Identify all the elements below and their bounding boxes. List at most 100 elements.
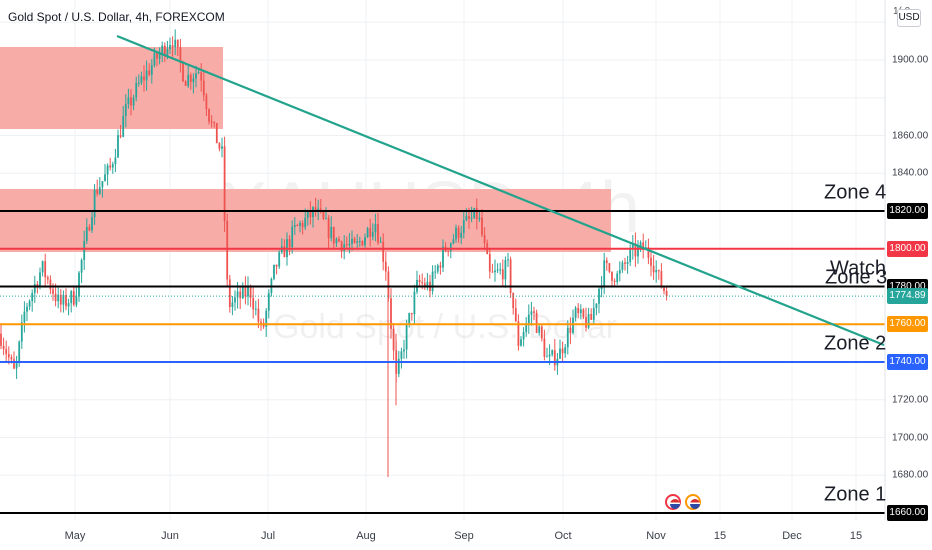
candle-body xyxy=(507,259,509,261)
candle-body xyxy=(478,217,481,220)
candle-body xyxy=(366,228,369,238)
candle-body xyxy=(452,239,455,244)
candle-body xyxy=(592,308,595,320)
candle-body xyxy=(247,287,249,297)
currency-button[interactable]: USD xyxy=(897,9,921,27)
candle-body xyxy=(10,357,13,360)
candle-body xyxy=(408,313,411,325)
candle-body xyxy=(80,259,83,273)
orange-level-price-badge: 1760.00 xyxy=(887,316,928,333)
candle-body xyxy=(72,291,75,305)
candle-body xyxy=(28,301,31,307)
candle-body xyxy=(543,338,546,357)
candle-body xyxy=(626,261,629,264)
zone-4-label[interactable]: Zone 4 xyxy=(824,181,887,204)
zone-4-price-badge: 1820.00 xyxy=(887,203,928,219)
candle-body xyxy=(197,72,200,74)
watermark-name: Gold Spot / U.S. Dollar xyxy=(273,308,617,346)
candle-body xyxy=(124,104,127,117)
candle-body xyxy=(332,226,335,244)
candle-body xyxy=(260,321,262,324)
candle-body xyxy=(62,294,65,305)
candle-body xyxy=(218,143,221,149)
candle-body xyxy=(631,243,634,250)
candle-body xyxy=(91,217,93,231)
candle-body xyxy=(293,225,296,227)
candle-body xyxy=(496,269,499,271)
candle-body xyxy=(288,239,291,248)
candle-body xyxy=(314,207,317,212)
candle-body xyxy=(301,223,304,228)
price-tick-label: 1680.00 xyxy=(892,469,929,481)
candle-body xyxy=(153,53,156,66)
candle-body xyxy=(600,286,603,290)
candle-body xyxy=(530,311,533,315)
candle-body xyxy=(397,358,400,374)
candle-body xyxy=(488,254,491,272)
candle-body xyxy=(663,287,665,291)
candle-body xyxy=(65,294,67,307)
symbol-title[interactable]: Gold Spot / U.S. Dollar, 4h, FOREXCOM xyxy=(8,10,225,24)
candle-body xyxy=(621,262,624,270)
candle-body xyxy=(226,221,229,280)
candle-body xyxy=(527,314,530,324)
candle-body xyxy=(236,291,239,298)
candle-body xyxy=(468,216,470,219)
candle-body xyxy=(182,62,184,82)
candle-body xyxy=(371,232,374,237)
candle-body xyxy=(26,306,28,312)
candle-body xyxy=(143,76,145,81)
candle-body xyxy=(171,45,174,48)
candle-body xyxy=(379,241,382,243)
watch-label[interactable]: Watch xyxy=(830,257,886,279)
zone-1-label[interactable]: Zone 1 xyxy=(824,483,887,506)
candle-body xyxy=(364,237,366,246)
candle-body xyxy=(340,241,343,252)
candle-body xyxy=(202,80,205,96)
candle-body xyxy=(585,317,587,328)
price-tick-label: 1840.00 xyxy=(892,167,929,179)
candle-body xyxy=(335,238,338,244)
candle-body xyxy=(574,307,577,318)
candle-body xyxy=(533,311,535,313)
candle-body xyxy=(351,238,353,244)
candle-body xyxy=(481,217,483,235)
candle-body xyxy=(611,271,613,281)
current-price-label[interactable]: Zone 3 xyxy=(825,266,888,289)
candle-body xyxy=(130,97,132,106)
trendline[interactable] xyxy=(116,34,885,347)
candle-body xyxy=(343,244,346,252)
candle-body xyxy=(598,289,600,304)
candle-body xyxy=(434,271,437,273)
us-flag-event-icon[interactable] xyxy=(685,494,701,510)
candle-body xyxy=(345,244,348,246)
zone-2-label[interactable]: Zone 2 xyxy=(824,332,887,355)
us-flag-event-icon[interactable] xyxy=(665,494,681,510)
candle-body xyxy=(117,135,119,158)
candle-body xyxy=(33,284,36,293)
candle-body xyxy=(499,269,502,271)
time-tick-label: 15 xyxy=(713,530,727,542)
candle-body xyxy=(353,238,356,243)
price-tick-label: 1900.00 xyxy=(892,54,929,66)
candle-body xyxy=(96,189,99,194)
candle-body xyxy=(457,227,460,238)
candle-body xyxy=(13,359,15,369)
candle-body xyxy=(551,350,554,355)
candle-body xyxy=(564,347,567,354)
candle-body xyxy=(483,234,486,244)
candle-body xyxy=(119,135,122,137)
candle-body xyxy=(618,269,621,274)
candle-body xyxy=(7,354,10,358)
candle-body xyxy=(148,70,151,75)
candle-body xyxy=(244,286,247,297)
candle-body xyxy=(49,279,52,290)
candle-body xyxy=(208,109,210,122)
candle-body xyxy=(566,327,569,348)
candle-body xyxy=(88,226,91,231)
candle-body xyxy=(39,272,41,288)
candle-body xyxy=(405,324,408,350)
candle-body xyxy=(423,283,426,288)
candle-body xyxy=(384,261,387,272)
